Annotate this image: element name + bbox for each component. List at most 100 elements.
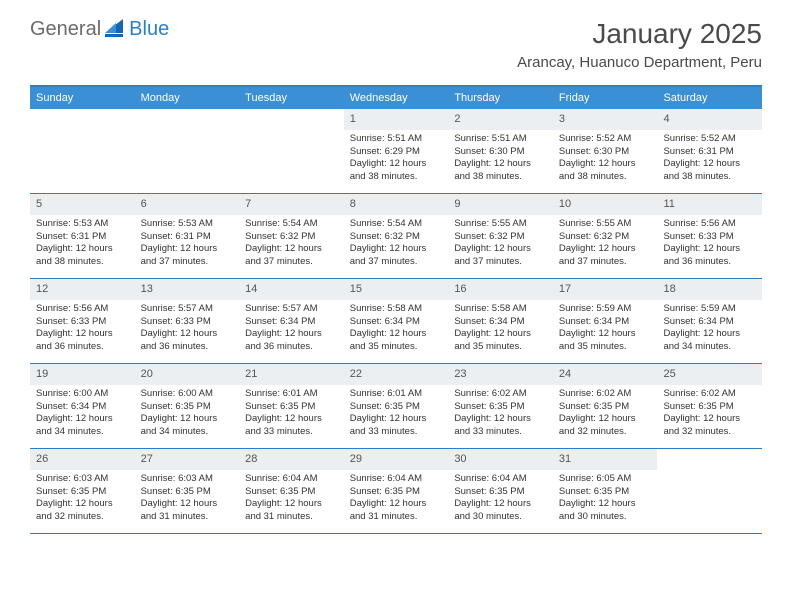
daylight-text: Daylight: 12 hours and 35 minutes. bbox=[559, 328, 652, 354]
daylight-text: Daylight: 12 hours and 37 minutes. bbox=[350, 243, 443, 269]
day-number: 19 bbox=[30, 364, 135, 385]
day-cell: 11Sunrise: 5:56 AMSunset: 6:33 PMDayligh… bbox=[657, 194, 762, 278]
daylight-text: Daylight: 12 hours and 37 minutes. bbox=[559, 243, 652, 269]
sunrise-text: Sunrise: 6:00 AM bbox=[36, 388, 129, 401]
sunrise-text: Sunrise: 6:04 AM bbox=[350, 473, 443, 486]
sunset-text: Sunset: 6:33 PM bbox=[663, 231, 756, 244]
day-cell: 14Sunrise: 5:57 AMSunset: 6:34 PMDayligh… bbox=[239, 279, 344, 363]
sunset-text: Sunset: 6:33 PM bbox=[141, 316, 234, 329]
day-cell: 1Sunrise: 5:51 AMSunset: 6:29 PMDaylight… bbox=[344, 109, 449, 193]
day-number: 4 bbox=[657, 109, 762, 130]
day-body: Sunrise: 5:59 AMSunset: 6:34 PMDaylight:… bbox=[553, 300, 658, 360]
sunrise-text: Sunrise: 6:01 AM bbox=[350, 388, 443, 401]
daylight-text: Daylight: 12 hours and 35 minutes. bbox=[350, 328, 443, 354]
header: General Blue January 2025 Arancay, Huanu… bbox=[0, 0, 792, 79]
day-cell: 10 Sunrise: 5:55 AMSunset: 6:32 PMDayligh… bbox=[553, 194, 658, 278]
sunset-text: Sunset: 6:33 PM bbox=[36, 316, 129, 329]
logo-sail-icon bbox=[105, 19, 127, 37]
day-body: Sunrise: 5:59 AMSunset: 6:34 PMDaylight:… bbox=[657, 300, 762, 360]
week-row: 5Sunrise: 5:53 AMSunset: 6:31 PMDaylight… bbox=[30, 194, 762, 279]
sunrise-text: Sunrise: 5:56 AM bbox=[36, 303, 129, 316]
day-number: 22 bbox=[344, 364, 449, 385]
day-cell: 3Sunrise: 5:52 AMSunset: 6:30 PMDaylight… bbox=[553, 109, 658, 193]
day-body: Sunrise: 5:53 AMSunset: 6:31 PMDaylight:… bbox=[30, 215, 135, 275]
daylight-text: Daylight: 12 hours and 36 minutes. bbox=[245, 328, 338, 354]
daylight-text: Daylight: 12 hours and 31 minutes. bbox=[141, 498, 234, 524]
weekday-header: Wednesday bbox=[344, 87, 449, 109]
location-label: Arancay, Huanuco Department, Peru bbox=[517, 54, 762, 71]
daylight-text: Daylight: 12 hours and 34 minutes. bbox=[36, 413, 129, 439]
day-cell: 22Sunrise: 6:01 AMSunset: 6:35 PMDayligh… bbox=[344, 364, 449, 448]
day-body: Sunrise: 6:01 AMSunset: 6:35 PMDaylight:… bbox=[344, 385, 449, 445]
daylight-text: Daylight: 12 hours and 38 minutes. bbox=[663, 158, 756, 184]
day-number: 3 bbox=[553, 109, 658, 130]
daylight-text: Daylight: 12 hours and 36 minutes. bbox=[36, 328, 129, 354]
day-cell: 24Sunrise: 6:02 AMSunset: 6:35 PMDayligh… bbox=[553, 364, 658, 448]
day-number: 17 bbox=[553, 279, 658, 300]
sunset-text: Sunset: 6:34 PM bbox=[663, 316, 756, 329]
sunset-text: Sunset: 6:35 PM bbox=[350, 401, 443, 414]
sunrise-text: Sunrise: 6:00 AM bbox=[141, 388, 234, 401]
sunset-text: Sunset: 6:35 PM bbox=[559, 486, 652, 499]
sunset-text: Sunset: 6:35 PM bbox=[36, 486, 129, 499]
daylight-text: Daylight: 12 hours and 31 minutes. bbox=[245, 498, 338, 524]
day-number: 26 bbox=[30, 449, 135, 470]
day-cell: 15Sunrise: 5:58 AMSunset: 6:34 PMDayligh… bbox=[344, 279, 449, 363]
sunrise-text: Sunrise: 6:04 AM bbox=[454, 473, 547, 486]
daylight-text: Daylight: 12 hours and 31 minutes. bbox=[350, 498, 443, 524]
week-row: 1Sunrise: 5:51 AMSunset: 6:29 PMDaylight… bbox=[30, 109, 762, 194]
day-number: 31 bbox=[553, 449, 658, 470]
sunrise-text: Sunrise: 5:58 AM bbox=[454, 303, 547, 316]
logo-text-general: General bbox=[30, 18, 101, 41]
daylight-text: Daylight: 12 hours and 37 minutes. bbox=[141, 243, 234, 269]
daylight-text: Daylight: 12 hours and 35 minutes. bbox=[454, 328, 547, 354]
weekday-header: Monday bbox=[135, 87, 240, 109]
day-body: Sunrise: 6:03 AMSunset: 6:35 PMDaylight:… bbox=[135, 470, 240, 530]
sunset-text: Sunset: 6:30 PM bbox=[454, 146, 547, 159]
day-body: Sunrise: 6:01 AMSunset: 6:35 PMDaylight:… bbox=[239, 385, 344, 445]
day-cell: 5Sunrise: 5:53 AMSunset: 6:31 PMDaylight… bbox=[30, 194, 135, 278]
day-cell bbox=[239, 109, 344, 193]
sunrise-text: Sunrise: 5:51 AM bbox=[454, 133, 547, 146]
sunrise-text: Sunrise: 6:02 AM bbox=[559, 388, 652, 401]
sunset-text: Sunset: 6:32 PM bbox=[454, 231, 547, 244]
sunrise-text: Sunrise: 6:03 AM bbox=[141, 473, 234, 486]
sunset-text: Sunset: 6:30 PM bbox=[559, 146, 652, 159]
day-number: 10 bbox=[553, 194, 658, 215]
daylight-text: Daylight: 12 hours and 34 minutes. bbox=[663, 328, 756, 354]
day-number: 13 bbox=[135, 279, 240, 300]
daylight-text: Daylight: 12 hours and 38 minutes. bbox=[36, 243, 129, 269]
day-number: 27 bbox=[135, 449, 240, 470]
sunset-text: Sunset: 6:35 PM bbox=[141, 401, 234, 414]
sunset-text: Sunset: 6:32 PM bbox=[559, 231, 652, 244]
daylight-text: Daylight: 12 hours and 38 minutes. bbox=[454, 158, 547, 184]
day-body: Sunrise: 6:03 AMSunset: 6:35 PMDaylight:… bbox=[30, 470, 135, 530]
day-cell: 12Sunrise: 5:56 AMSunset: 6:33 PMDayligh… bbox=[30, 279, 135, 363]
sunrise-text: Sunrise: 5:53 AM bbox=[141, 218, 234, 231]
sunset-text: Sunset: 6:35 PM bbox=[245, 401, 338, 414]
weekday-header: Tuesday bbox=[239, 87, 344, 109]
day-cell: 29Sunrise: 6:04 AMSunset: 6:35 PMDayligh… bbox=[344, 449, 449, 533]
day-cell: 20Sunrise: 6:00 AMSunset: 6:35 PMDayligh… bbox=[135, 364, 240, 448]
weekday-header: Sunday bbox=[30, 87, 135, 109]
daylight-text: Daylight: 12 hours and 30 minutes. bbox=[454, 498, 547, 524]
daylight-text: Daylight: 12 hours and 32 minutes. bbox=[36, 498, 129, 524]
sunrise-text: Sunrise: 5:55 AM bbox=[559, 218, 652, 231]
day-cell: 30Sunrise: 6:04 AMSunset: 6:35 PMDayligh… bbox=[448, 449, 553, 533]
day-number: 6 bbox=[135, 194, 240, 215]
sunset-text: Sunset: 6:35 PM bbox=[454, 401, 547, 414]
day-cell: 25Sunrise: 6:02 AMSunset: 6:35 PMDayligh… bbox=[657, 364, 762, 448]
sunset-text: Sunset: 6:34 PM bbox=[350, 316, 443, 329]
week-row: 19Sunrise: 6:00 AMSunset: 6:34 PMDayligh… bbox=[30, 364, 762, 449]
week-row: 26Sunrise: 6:03 AMSunset: 6:35 PMDayligh… bbox=[30, 449, 762, 534]
sunset-text: Sunset: 6:34 PM bbox=[245, 316, 338, 329]
day-body: Sunrise: 5:51 AMSunset: 6:29 PMDaylight:… bbox=[344, 130, 449, 190]
day-body: Sunrise: 5:57 AMSunset: 6:34 PMDaylight:… bbox=[239, 300, 344, 360]
day-cell: 31Sunrise: 6:05 AMSunset: 6:35 PMDayligh… bbox=[553, 449, 658, 533]
sunset-text: Sunset: 6:35 PM bbox=[454, 486, 547, 499]
day-number: 20 bbox=[135, 364, 240, 385]
day-number: 15 bbox=[344, 279, 449, 300]
day-number: 7 bbox=[239, 194, 344, 215]
day-number: 28 bbox=[239, 449, 344, 470]
day-number: 18 bbox=[657, 279, 762, 300]
